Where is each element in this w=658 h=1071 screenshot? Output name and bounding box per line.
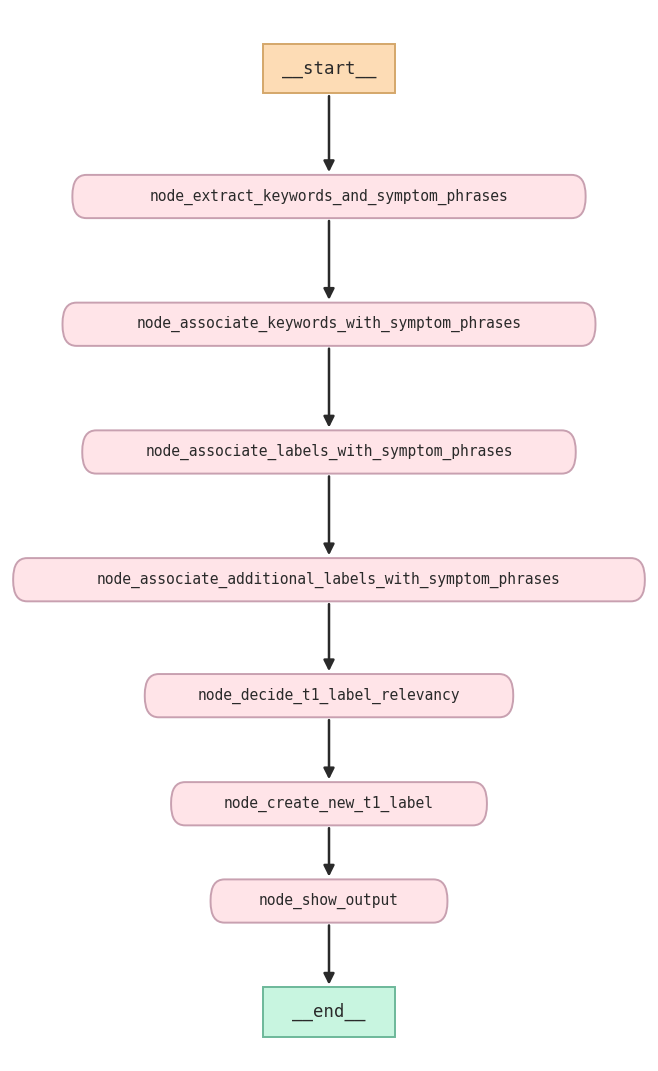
FancyBboxPatch shape	[72, 175, 586, 218]
Text: node_extract_keywords_and_symptom_phrases: node_extract_keywords_and_symptom_phrase…	[149, 188, 509, 205]
Text: node_decide_t1_label_relevancy: node_decide_t1_label_relevancy	[198, 688, 460, 704]
Text: __end__: __end__	[292, 1002, 366, 1021]
FancyBboxPatch shape	[171, 782, 487, 826]
Text: node_create_new_t1_label: node_create_new_t1_label	[224, 796, 434, 812]
FancyBboxPatch shape	[211, 879, 447, 922]
FancyBboxPatch shape	[13, 558, 645, 601]
FancyBboxPatch shape	[145, 674, 513, 718]
Text: node_associate_keywords_with_symptom_phrases: node_associate_keywords_with_symptom_phr…	[136, 316, 522, 332]
Text: __start__: __start__	[282, 60, 376, 78]
FancyBboxPatch shape	[82, 431, 576, 473]
FancyBboxPatch shape	[263, 987, 395, 1037]
FancyBboxPatch shape	[63, 303, 595, 346]
Text: node_associate_additional_labels_with_symptom_phrases: node_associate_additional_labels_with_sy…	[97, 572, 561, 588]
Text: node_show_output: node_show_output	[259, 893, 399, 909]
Text: node_associate_labels_with_symptom_phrases: node_associate_labels_with_symptom_phras…	[145, 443, 513, 461]
FancyBboxPatch shape	[263, 44, 395, 93]
